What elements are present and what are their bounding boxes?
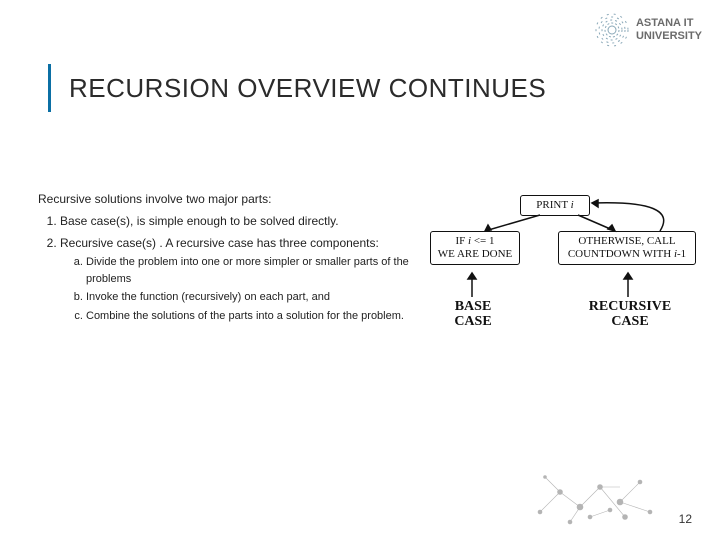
sub-list-item: Combine the solutions of the parts into … (86, 308, 418, 325)
logo: ASTANA IT UNIVERSITY (594, 12, 702, 48)
logo-rings-icon (594, 12, 630, 48)
page-title: RECURSION OVERVIEW CONTINUES (69, 73, 546, 104)
list-item: Recursive case(s) . A recursive case has… (60, 234, 418, 324)
logo-line2: UNIVERSITY (636, 30, 702, 43)
logo-text: ASTANA IT UNIVERSITY (636, 17, 702, 43)
content-body: Recursive solutions involve two major pa… (38, 190, 418, 328)
network-deco-icon (530, 462, 660, 532)
sub-list: Divide the problem into one or more simp… (60, 254, 418, 324)
page-number: 12 (679, 512, 692, 526)
sub-list-item: Invoke the function (recursively) on eac… (86, 289, 418, 306)
main-list: Base case(s), is simple enough to be sol… (38, 212, 418, 324)
intro-text: Recursive solutions involve two major pa… (38, 190, 418, 208)
title-block: RECURSION OVERVIEW CONTINUES (48, 64, 546, 112)
list-item-text: Recursive case(s) . A recursive case has… (60, 236, 379, 250)
title-accent-bar (48, 64, 51, 112)
diagram-arrows-icon (430, 195, 700, 335)
list-item: Base case(s), is simple enough to be sol… (60, 212, 418, 230)
logo-line1: ASTANA IT (636, 17, 702, 30)
sub-list-item: Divide the problem into one or more simp… (86, 254, 418, 287)
list-item-text: Base case(s), is simple enough to be sol… (60, 214, 339, 228)
